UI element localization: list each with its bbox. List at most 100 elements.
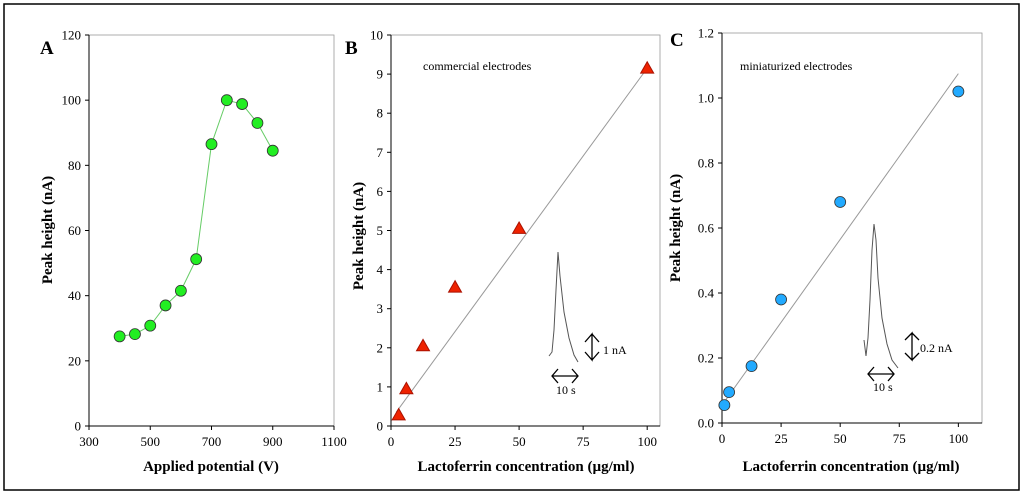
panel-b-x-tick-label: 100 — [637, 434, 657, 449]
panel-b-data-point — [391, 407, 407, 421]
panel-a-data-point — [190, 253, 203, 266]
panel-a-x-tick-label: 900 — [263, 434, 283, 449]
panel-c-y-ticks: 0.0 0.2 0.4 0.6 0.8 1.0 1.2 — [698, 26, 722, 431]
panel-c-current-scalebar-arrow — [904, 331, 920, 362]
panel-b-x-tick-label: 50 — [513, 434, 526, 449]
panel-c-y-tick-label: 0.6 — [698, 221, 715, 236]
panel-c-data-point — [834, 196, 847, 208]
panel-c-x-ticks: 0 25 50 75 100 — [719, 423, 968, 446]
panel-c-data-point — [723, 386, 735, 399]
panel-a-x-tick-label: 700 — [202, 434, 222, 449]
panel-a-y-tick-label: 100 — [62, 93, 82, 108]
panel-a-y-tick-label: 40 — [68, 288, 81, 303]
panel-c-inset-peak-trace — [863, 223, 899, 369]
panel-a-y-ticks: 0 20 40 60 80 100 120 — [62, 28, 89, 434]
panel-a-x-tick-label: 1100 — [321, 434, 347, 449]
panel-c-data-point — [775, 293, 787, 306]
panel-c-x-tick-label: 50 — [834, 431, 847, 446]
panel-b-y-tick-label: 4 — [377, 262, 384, 277]
panel-a-y-tick-label: 0 — [75, 419, 82, 434]
panel-c-y-tick-label: 0.8 — [698, 156, 714, 171]
panel-a-label: A — [40, 38, 54, 59]
panel-a-data-point — [174, 284, 187, 297]
panel-b-y-tick-label: 9 — [377, 67, 384, 82]
panel-a-data-point — [159, 299, 172, 312]
panel-c-series — [718, 85, 965, 412]
panel-b-y-tick-label: 3 — [377, 301, 384, 316]
panel-c-current-scalebar-label: 0.2 nA — [920, 341, 953, 355]
panel-b-time-scalebar-label: 10 s — [556, 383, 576, 397]
panel-b-series — [391, 60, 655, 421]
panel-b-data-point — [399, 381, 414, 395]
panel-a-data-point — [236, 98, 249, 110]
panel-b-data-point — [447, 279, 463, 293]
panel-c-y-tick-label: 0.0 — [698, 416, 714, 431]
panel-b-y-tick-label: 2 — [377, 340, 384, 355]
panel-a-series — [113, 94, 279, 343]
panel-c-data-point — [718, 399, 731, 412]
panel-c-x-tick-label: 75 — [893, 431, 906, 446]
panel-b: B 0 25 50 75 100 0 1 2 3 4 5 6 7 8 9 10 commercial ele… — [345, 28, 661, 475]
panel-a: A 300 500 700 900 1100 0 20 40 60 80 100 120 Appli… — [40, 28, 347, 476]
panel-c: C 0 25 50 75 100 0.0 0.2 0.4 0.6 0.8 1.0 1.2 minia… — [668, 26, 983, 475]
panel-b-data-point — [639, 60, 655, 74]
panel-b-y-tick-label: 0 — [377, 419, 384, 434]
panel-a-y-tick-label: 60 — [68, 223, 81, 238]
panel-a-x-ticks: 300 500 700 900 1100 — [79, 426, 347, 449]
panel-c-y-tick-label: 1.2 — [698, 26, 714, 41]
panel-b-current-scalebar-arrow — [584, 332, 600, 362]
panel-b-current-scalebar-label: 1 nA — [603, 343, 627, 357]
panel-c-time-scalebar-label: 10 s — [873, 380, 893, 394]
panel-b-data-point — [511, 221, 527, 234]
panel-b-y-axis-label: Peak height (nA) — [351, 182, 367, 290]
panel-b-y-tick-label: 8 — [377, 106, 384, 121]
panel-b-x-ticks: 0 25 50 75 100 — [388, 426, 657, 449]
panel-a-y-tick-label: 120 — [62, 28, 82, 43]
panel-c-time-scalebar-arrow — [867, 366, 895, 382]
panel-b-inset-peak-trace — [548, 251, 579, 363]
panel-c-y-tick-label: 0.4 — [698, 286, 715, 301]
panel-b-x-tick-label: 75 — [577, 434, 590, 449]
panel-b-y-tick-label: 1 — [377, 379, 384, 394]
panel-c-x-tick-label: 25 — [775, 431, 788, 446]
panel-b-y-tick-label: 6 — [377, 184, 384, 199]
panel-c-x-tick-label: 100 — [949, 431, 969, 446]
panel-c-label: C — [670, 30, 684, 51]
panel-a-data-point — [251, 117, 264, 129]
panel-b-x-axis-label: Lactoferrin concentration (µg/ml) — [418, 459, 635, 475]
panel-a-data-point — [144, 319, 157, 332]
panel-c-y-axis-label: Peak height (nA) — [668, 174, 684, 282]
panel-b-fit-line — [395, 67, 648, 413]
panel-a-data-point — [113, 330, 126, 343]
panel-a-data-point — [220, 94, 233, 107]
panel-b-label: B — [345, 38, 358, 59]
figure-border — [3, 3, 1020, 491]
panel-a-x-tick-label: 500 — [141, 434, 161, 449]
panel-c-x-tick-label: 0 — [719, 431, 726, 446]
panel-c-data-point — [745, 360, 758, 373]
panel-a-data-point — [205, 138, 218, 151]
panel-b-data-point — [415, 338, 431, 352]
panel-a-y-axis-label: Peak height (nA) — [40, 176, 56, 284]
panel-c-y-tick-label: 1.0 — [698, 91, 714, 106]
panel-b-x-tick-label: 0 — [388, 434, 395, 449]
panel-b-y-tick-label: 7 — [377, 145, 384, 160]
panel-b-title: commercial electrodes — [423, 59, 532, 73]
panel-b-y-tick-label: 10 — [370, 28, 383, 43]
panel-b-y-tick-label: 5 — [377, 223, 384, 238]
panel-c-data-point — [952, 85, 965, 98]
panel-a-y-tick-label: 80 — [68, 158, 81, 173]
panel-c-y-tick-label: 0.2 — [698, 351, 714, 366]
panel-c-fit-line — [723, 73, 959, 403]
panel-a-data-point — [129, 328, 141, 341]
panel-b-x-tick-label: 25 — [449, 434, 462, 449]
panel-a-x-tick-label: 300 — [79, 434, 99, 449]
panel-b-y-ticks: 0 1 2 3 4 5 6 7 8 9 10 — [370, 28, 391, 434]
panel-a-y-tick-label: 20 — [68, 353, 81, 368]
panel-b-time-scalebar-arrow — [551, 368, 579, 384]
panel-a-x-axis-label: Applied potential (V) — [143, 459, 279, 475]
panel-a-data-point — [266, 144, 279, 157]
panel-c-x-axis-label: Lactoferrin concentration (µg/ml) — [743, 459, 960, 475]
panel-c-title: miniaturized electrodes — [740, 59, 853, 73]
